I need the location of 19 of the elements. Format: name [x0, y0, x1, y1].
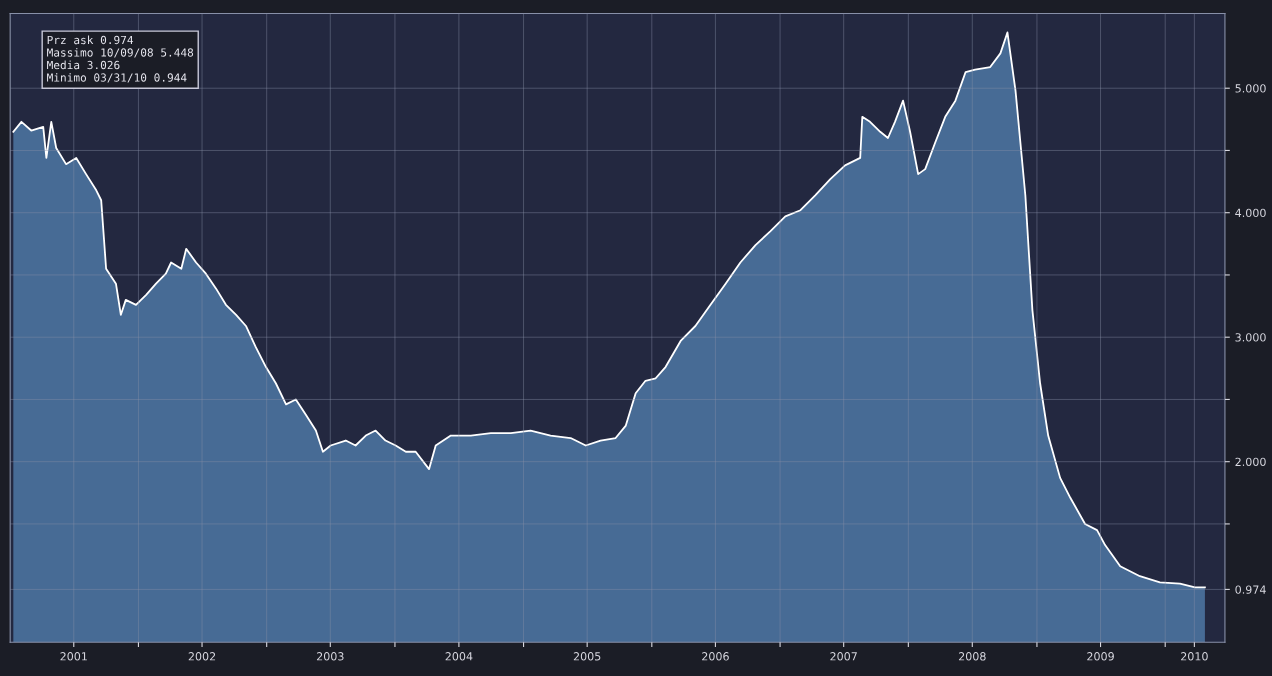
x-tick-label: 2007 [830, 652, 857, 661]
x-tick-label: 2006 [702, 652, 729, 661]
x-tick-label: 2004 [445, 652, 473, 661]
x-tick-label: 2009 [1087, 652, 1114, 661]
x-tick-label: 2005 [573, 652, 601, 661]
x-tick-label: 2002 [188, 652, 216, 661]
y-tick-label: 2.000 [1235, 457, 1266, 467]
y-tick-label: 5.000 [1235, 84, 1266, 93]
y-tick-label: 4.000 [1235, 208, 1266, 218]
x-tick-label: 2008 [958, 652, 986, 661]
x-tick-label: 2010 [1181, 652, 1208, 661]
annotation: Media 3.026 [47, 60, 120, 70]
annotation: Massimo 10/09/08 5.448 [47, 48, 194, 58]
x-tick-label: 2001 [60, 652, 87, 661]
y-tick-label: 3.000 [1235, 333, 1266, 342]
annotation: Minimo 03/31/10 0.944 [47, 73, 187, 83]
annotation: Prz ask 0.974 [47, 35, 134, 45]
x-tick-label: 2003 [316, 652, 344, 661]
y-tick-label: 0.974 [1235, 585, 1266, 594]
